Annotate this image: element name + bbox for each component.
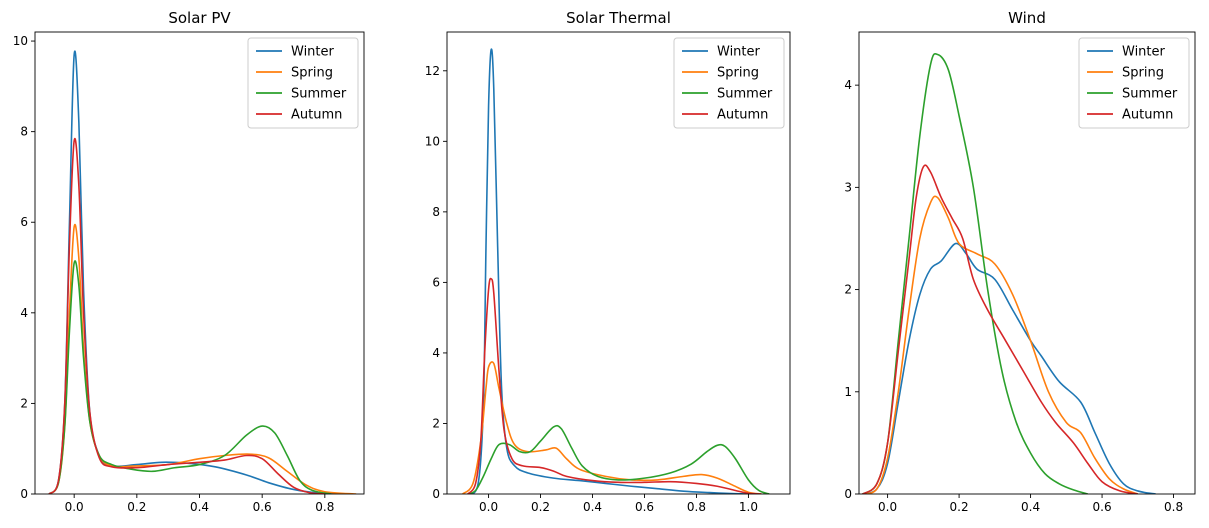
series-line-autumn	[48, 137, 325, 494]
legend-label-autumn: Autumn	[717, 108, 768, 123]
legend: Winter Spring Summer Autumn	[1078, 37, 1190, 129]
legend-label-winter: Winter	[717, 45, 761, 60]
x-tick-label: 0.4	[190, 500, 209, 514]
y-tick-label: 6	[20, 215, 28, 229]
legend-label-spring: Spring	[717, 66, 759, 81]
x-tick-label: 0.2	[531, 500, 550, 514]
x-tick-label: 0.4	[583, 500, 602, 514]
x-tick-label: 0.6	[1093, 500, 1112, 514]
x-tick-label: 0.0	[479, 500, 498, 514]
series-line-autumn	[862, 164, 1138, 494]
legend-label-autumn: Autumn	[291, 108, 342, 123]
chart-title: Solar PV	[168, 9, 231, 27]
y-tick-label: 6	[432, 275, 440, 289]
series-line-spring	[862, 195, 1139, 494]
y-tick-label: 4	[20, 306, 28, 320]
axes-frame	[446, 31, 791, 495]
x-tick-label: 0.6	[253, 500, 272, 514]
y-tick-label: 0	[844, 487, 852, 501]
y-tick-label: 2	[20, 396, 28, 410]
legend: Winter Spring Summer Autumn	[247, 37, 359, 129]
subplot-3: 0.0 0.2 0.4 0.6 0.8 0 1 2 3 4 Wind Winter Spring Summ…	[844, 9, 1196, 514]
y-tick-label: 4	[844, 78, 852, 92]
x-tick-label: 0.4	[1021, 500, 1040, 514]
x-tick-label: 0.8	[687, 500, 706, 514]
y-tick-label: 3	[844, 180, 852, 194]
x-tick-label: 0.2	[127, 500, 146, 514]
y-tick-label: 0	[432, 487, 440, 501]
y-tick-label: 1	[844, 385, 852, 399]
legend-label-spring: Spring	[291, 66, 333, 81]
series-line-spring	[462, 361, 762, 494]
x-tick-label: 0.8	[315, 500, 334, 514]
legend-label-winter: Winter	[1122, 45, 1166, 60]
legend-box	[247, 37, 359, 129]
y-tick-label: 4	[432, 346, 440, 360]
series-line-spring	[48, 223, 357, 494]
legend-label-autumn: Autumn	[1122, 108, 1173, 123]
chart-title: Wind	[1008, 9, 1046, 27]
legend-label-summer: Summer	[717, 87, 773, 102]
x-tick-label: 1.0	[739, 500, 758, 514]
legend: Winter Spring Summer Autumn	[673, 37, 785, 129]
axes-frame	[858, 31, 1196, 495]
y-tick-label: 0	[20, 487, 28, 501]
x-tick-label: 0.0	[65, 500, 84, 514]
series-line-summer	[48, 260, 332, 494]
series-line-winter	[467, 48, 749, 494]
subplot-1: 0.0 0.2 0.4 0.6 0.8 0 2 4 6 8 10 Solar PV Winter Spri…	[13, 9, 365, 514]
series-line-summer	[467, 424, 770, 494]
series-line-autumn	[467, 277, 762, 494]
legend-label-winter: Winter	[291, 45, 335, 60]
legend-box	[1078, 37, 1190, 129]
x-tick-label: 0.6	[635, 500, 654, 514]
y-tick-label: 12	[425, 64, 440, 78]
legend-box	[673, 37, 785, 129]
y-tick-label: 10	[13, 34, 28, 48]
y-tick-label: 10	[425, 134, 440, 148]
chart-title: Solar Thermal	[566, 9, 671, 27]
x-tick-label: 0.0	[878, 500, 897, 514]
subplot-2: 0.0 0.2 0.4 0.6 0.8 1.0 0 2 4 6 8 10 12 Solar Thermal…	[425, 9, 791, 514]
legend-label-spring: Spring	[1122, 66, 1164, 81]
y-tick-label: 8	[432, 205, 440, 219]
x-tick-label: 0.2	[950, 500, 969, 514]
legend-label-summer: Summer	[291, 87, 347, 102]
y-tick-label: 2	[432, 416, 440, 430]
y-tick-label: 8	[20, 125, 28, 139]
legend-label-summer: Summer	[1122, 87, 1178, 102]
x-tick-label: 0.8	[1164, 500, 1183, 514]
y-tick-label: 2	[844, 283, 852, 297]
series-line-summer	[862, 52, 1088, 494]
